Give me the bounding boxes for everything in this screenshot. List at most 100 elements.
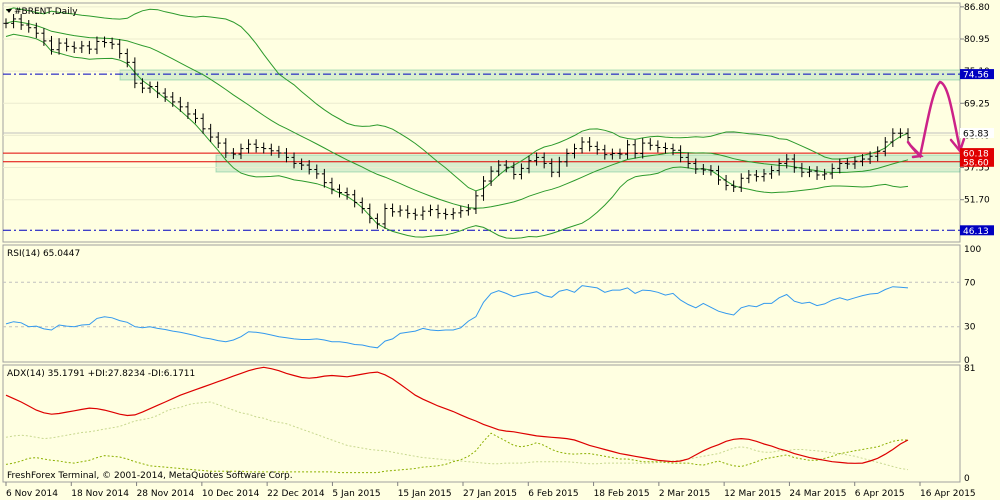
rsi-panel: 100 70 30 0 RSI(14) 65.0447	[2, 244, 981, 366]
price-bar	[18, 13, 24, 30]
price-bar	[109, 37, 115, 50]
price-bar	[526, 155, 532, 174]
adx-panel: 81 0 ADX(14) 35.1791 +DI:27.8234 -DI:6.17…	[2, 364, 975, 484]
price-bar	[799, 162, 805, 178]
price-bar	[306, 160, 312, 175]
price-bar	[238, 143, 244, 160]
price-bar	[481, 176, 487, 201]
price-bar	[41, 28, 47, 46]
price-bar	[314, 164, 320, 179]
price-bar	[276, 145, 282, 158]
price-bar	[155, 81, 161, 99]
price-bar	[390, 203, 396, 217]
time-tick-label: 6 Nov 2014	[6, 489, 58, 499]
time-tick-label: 6 Feb 2015	[528, 489, 578, 499]
time-tick-label: 5 Jan 2015	[332, 489, 380, 499]
price-bar	[746, 170, 752, 184]
price-bar	[875, 146, 881, 162]
price-bar	[359, 197, 365, 214]
price-bar	[503, 160, 509, 173]
rsi-title: RSI(14) 65.0447	[7, 249, 80, 259]
price-bar	[647, 138, 653, 151]
price-bar	[602, 144, 608, 160]
price-bar	[625, 139, 631, 160]
price-bar	[670, 143, 676, 156]
price-bar	[753, 170, 759, 182]
price-bar	[897, 128, 903, 139]
price-bar	[473, 190, 479, 214]
time-tick-label: 28 Nov 2014	[137, 489, 195, 499]
time-tick-label: 6 Apr 2015	[855, 489, 905, 499]
price-bar	[215, 132, 221, 149]
band-middle-line	[5, 20, 909, 209]
price-bar	[71, 41, 77, 53]
time-tick-label: 2 Mar 2015	[659, 489, 710, 499]
price-bar	[200, 113, 206, 134]
level-label-box	[960, 148, 994, 159]
price-bar	[541, 152, 547, 169]
dropdown-triangle-icon	[6, 9, 12, 13]
adx-series-line	[5, 366, 909, 464]
price-bar	[162, 88, 168, 102]
price-bar	[223, 138, 229, 158]
price-bar	[253, 139, 259, 153]
price-bar	[700, 163, 706, 175]
price-bar	[337, 184, 343, 198]
price-bar	[397, 205, 403, 217]
price-bar	[693, 158, 699, 174]
adx-lines	[5, 366, 909, 474]
price-bar	[299, 158, 305, 171]
level-label-box	[960, 156, 994, 167]
rsi-line	[5, 285, 909, 349]
price-bar	[814, 166, 820, 180]
plus-di-series-line	[5, 432, 908, 474]
level-label-box	[960, 128, 994, 139]
adx-axis: 81 0	[964, 364, 975, 484]
symbol-header: #BRENT,Daily	[6, 7, 78, 17]
price-bar	[79, 40, 85, 53]
time-tick-label: 10 Dec 2014	[202, 489, 260, 499]
price-bar	[185, 101, 191, 119]
price-bar	[632, 139, 638, 159]
price-bar	[791, 154, 797, 173]
rsi-series-line	[5, 285, 909, 349]
rsi-panel-frame	[2, 244, 961, 363]
price-bar	[139, 78, 145, 94]
price-bar	[655, 140, 661, 153]
price-bar	[829, 163, 835, 179]
price-bar	[905, 128, 911, 143]
price-bar	[685, 152, 691, 169]
price-bar	[367, 203, 373, 224]
price-bar	[571, 143, 577, 159]
price-bar	[170, 92, 176, 107]
price-bar	[890, 128, 896, 147]
price-bar	[708, 165, 714, 176]
adx-tick-label: 0	[964, 474, 970, 484]
price-bar	[564, 148, 570, 167]
price-bar	[48, 35, 54, 55]
price-bar	[662, 142, 668, 154]
price-bar	[86, 40, 92, 55]
adx-tick-label: 81	[964, 364, 975, 374]
price-bar	[458, 205, 464, 218]
price-bar	[208, 123, 214, 143]
price-bar	[261, 142, 267, 154]
price-bar	[56, 38, 62, 55]
horizontal-levels	[3, 73, 960, 231]
rsi-axis: 100 70 30 0	[964, 245, 981, 366]
time-tick-label: 15 Jan 2015	[398, 489, 452, 499]
price-bar	[549, 158, 555, 178]
price-bar	[609, 148, 615, 160]
price-bar	[11, 13, 17, 29]
price-bar	[443, 208, 449, 220]
price-bar	[716, 165, 722, 185]
price-bar	[784, 154, 790, 169]
price-bar	[738, 173, 744, 193]
price-bar	[579, 137, 585, 154]
level-label-text: 58.60	[963, 158, 989, 168]
bollinger-bands	[5, 7, 909, 239]
price-bar	[132, 57, 138, 89]
main-tick-label: 69.25	[964, 99, 990, 109]
price-bar	[405, 205, 411, 219]
